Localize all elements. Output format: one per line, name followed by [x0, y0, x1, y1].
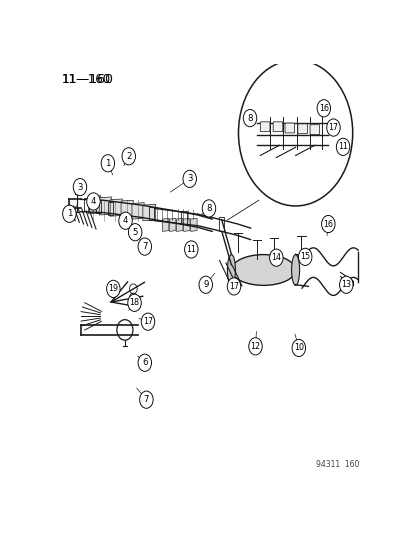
Circle shape [248, 338, 261, 355]
Polygon shape [176, 219, 183, 231]
Text: 1: 1 [105, 159, 110, 168]
Circle shape [73, 179, 86, 196]
Polygon shape [99, 197, 111, 215]
Circle shape [243, 109, 256, 127]
Text: 16: 16 [318, 104, 328, 113]
Circle shape [138, 354, 151, 372]
Circle shape [128, 294, 141, 311]
Text: 12: 12 [250, 342, 260, 351]
Text: 3: 3 [187, 174, 192, 183]
Circle shape [141, 313, 154, 330]
Circle shape [316, 100, 330, 117]
Polygon shape [183, 219, 190, 231]
Circle shape [128, 224, 142, 241]
Text: 8: 8 [247, 114, 252, 123]
Text: 2: 2 [126, 152, 131, 161]
FancyBboxPatch shape [260, 122, 269, 132]
Circle shape [138, 238, 151, 255]
FancyBboxPatch shape [297, 124, 307, 134]
Circle shape [101, 155, 114, 172]
Circle shape [86, 193, 100, 210]
Circle shape [291, 340, 305, 357]
Polygon shape [88, 196, 101, 214]
Circle shape [339, 276, 352, 293]
Circle shape [199, 276, 212, 293]
Circle shape [238, 60, 352, 206]
Text: 13: 13 [340, 280, 351, 289]
Circle shape [184, 241, 197, 258]
Polygon shape [169, 219, 176, 231]
Text: 15: 15 [299, 252, 309, 261]
Circle shape [139, 391, 153, 408]
Circle shape [119, 212, 132, 229]
Circle shape [298, 248, 311, 265]
Text: 17: 17 [228, 282, 238, 291]
Text: 11: 11 [337, 142, 347, 151]
Ellipse shape [231, 255, 295, 285]
Text: 4: 4 [90, 197, 96, 206]
FancyBboxPatch shape [273, 122, 282, 132]
Circle shape [107, 280, 120, 297]
Text: 6: 6 [142, 358, 147, 367]
Text: 11—160: 11—160 [61, 73, 113, 86]
Text: 17: 17 [328, 123, 338, 132]
Polygon shape [162, 219, 169, 231]
Text: 14: 14 [271, 253, 281, 262]
Text: 18: 18 [129, 298, 139, 308]
Text: 11: 11 [186, 245, 196, 254]
Text: 4: 4 [123, 216, 128, 225]
Circle shape [335, 138, 349, 156]
Circle shape [202, 200, 215, 217]
Text: 7: 7 [142, 242, 147, 251]
Text: 9: 9 [203, 280, 208, 289]
Text: 19: 19 [108, 285, 118, 293]
Text: 17: 17 [142, 317, 153, 326]
Text: 3: 3 [77, 183, 83, 191]
Circle shape [62, 205, 76, 222]
FancyBboxPatch shape [309, 125, 319, 134]
Text: 8: 8 [206, 204, 211, 213]
Polygon shape [132, 203, 144, 219]
Polygon shape [110, 199, 122, 216]
Circle shape [269, 249, 282, 266]
Ellipse shape [291, 255, 299, 285]
Circle shape [326, 119, 339, 136]
Circle shape [183, 170, 196, 188]
Text: 1: 1 [66, 209, 72, 218]
Circle shape [122, 148, 135, 165]
Polygon shape [190, 219, 197, 231]
Text: 10: 10 [293, 343, 303, 352]
Circle shape [321, 215, 334, 232]
Polygon shape [142, 204, 155, 221]
Polygon shape [121, 200, 133, 217]
Circle shape [227, 278, 240, 295]
Text: 11—160: 11—160 [62, 73, 111, 86]
Text: 7: 7 [143, 395, 149, 404]
Ellipse shape [227, 255, 235, 285]
Text: 16: 16 [323, 220, 332, 229]
FancyBboxPatch shape [284, 123, 294, 133]
Text: 5: 5 [132, 228, 138, 237]
Text: 94311  160: 94311 160 [316, 461, 359, 470]
